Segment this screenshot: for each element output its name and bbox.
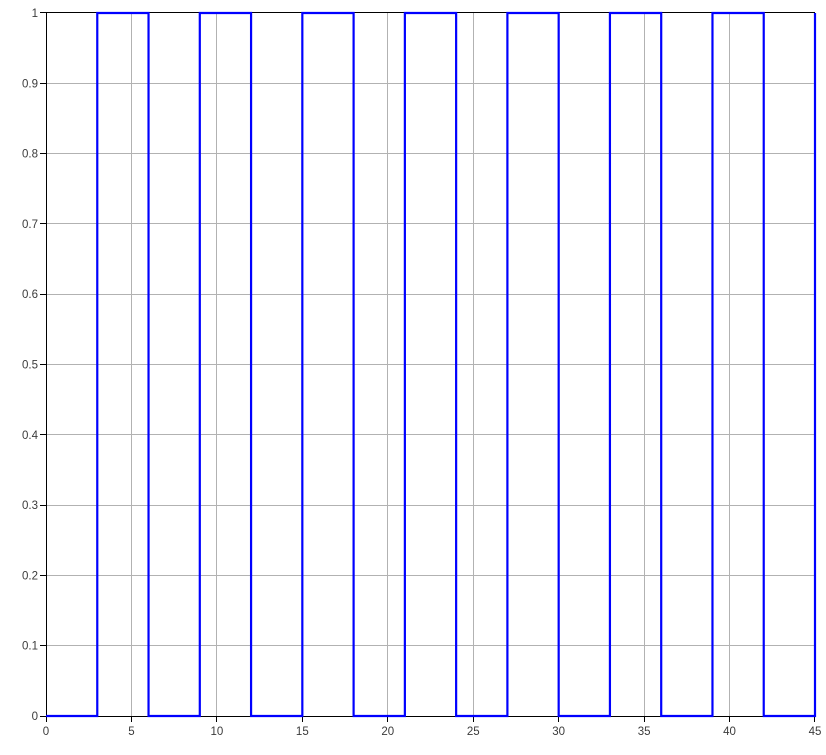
svg-text:0.3: 0.3 xyxy=(22,500,38,512)
svg-text:0.5: 0.5 xyxy=(22,360,38,372)
svg-text:0.8: 0.8 xyxy=(22,149,38,161)
svg-text:0.6: 0.6 xyxy=(22,289,38,301)
svg-text:35: 35 xyxy=(638,726,651,738)
svg-text:0.4: 0.4 xyxy=(22,430,39,442)
svg-text:40: 40 xyxy=(723,726,736,738)
svg-text:25: 25 xyxy=(467,726,480,738)
svg-text:0.7: 0.7 xyxy=(22,219,38,231)
svg-text:10: 10 xyxy=(210,726,223,738)
svg-text:0: 0 xyxy=(43,726,49,738)
svg-text:1: 1 xyxy=(32,8,38,20)
svg-text:15: 15 xyxy=(296,726,309,738)
svg-text:5: 5 xyxy=(128,726,134,738)
svg-text:45: 45 xyxy=(809,726,822,738)
svg-text:0: 0 xyxy=(32,711,38,723)
svg-text:20: 20 xyxy=(381,726,394,738)
svg-text:0.1: 0.1 xyxy=(22,641,38,653)
svg-text:0.2: 0.2 xyxy=(22,570,38,582)
svg-text:0.9: 0.9 xyxy=(22,78,38,90)
svg-text:30: 30 xyxy=(552,726,565,738)
